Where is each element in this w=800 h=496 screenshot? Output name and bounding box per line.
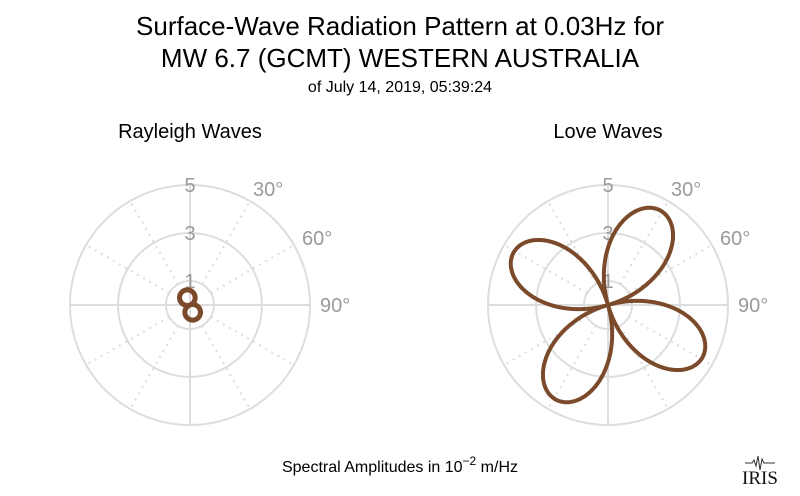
radial-tick-label: 5 xyxy=(602,175,613,197)
footer-units: Spectral Amplitudes in 10−2 m/Hz xyxy=(282,454,518,476)
radial-tick-label: 1 xyxy=(602,271,613,293)
spoke-60 xyxy=(628,244,713,294)
angle-tick-label: 30° xyxy=(253,179,283,201)
rayleigh-polar-plot: Rayleigh Waves 1 3 5 30° 60° 90° xyxy=(69,121,350,426)
love-polar-plot: Love Waves 1 3 5 30° 60° 90° xyxy=(487,121,768,426)
iris-logo: IRIS xyxy=(742,455,778,489)
ring-1 xyxy=(583,280,633,330)
ring-3 xyxy=(535,232,681,378)
radial-tick-label: 5 xyxy=(184,175,195,197)
plot-title: Love Waves xyxy=(553,121,662,143)
radial-tick-label: 3 xyxy=(184,223,195,245)
angle-tick-label: 60° xyxy=(720,228,750,250)
spoke-150 xyxy=(619,325,669,410)
ring-5 xyxy=(69,184,311,426)
radiation-pattern-curve xyxy=(177,287,203,323)
spoke-210 xyxy=(547,325,597,410)
radiation-pattern-curve xyxy=(508,205,708,405)
spoke-120 xyxy=(210,316,295,366)
title-line-2: MW 6.7 (GCMT) WESTERN AUSTRALIA xyxy=(161,43,640,73)
spoke-210 xyxy=(129,325,179,410)
spoke-300 xyxy=(85,244,170,294)
angle-tick-label: 90° xyxy=(738,295,768,317)
radial-tick-label: 3 xyxy=(602,223,613,245)
angle-tick-label: 30° xyxy=(671,179,701,201)
spoke-240 xyxy=(503,316,588,366)
spoke-330 xyxy=(547,200,597,285)
spoke-30 xyxy=(201,200,251,285)
plot-title: Rayleigh Waves xyxy=(118,121,262,143)
spoke-120 xyxy=(628,316,713,366)
spoke-150 xyxy=(201,325,251,410)
angle-tick-label: 60° xyxy=(302,228,332,250)
spoke-330 xyxy=(129,200,179,285)
spoke-300 xyxy=(503,244,588,294)
svg-text:IRIS: IRIS xyxy=(742,468,778,489)
spoke-30 xyxy=(619,200,669,285)
angle-tick-label: 90° xyxy=(320,295,350,317)
spoke-240 xyxy=(85,316,170,366)
subtitle: of July 14, 2019, 05:39:24 xyxy=(308,79,492,96)
ring-1 xyxy=(165,280,215,330)
ring-5 xyxy=(487,184,729,426)
spoke-60 xyxy=(210,244,295,294)
title-line-1: Surface-Wave Radiation Pattern at 0.03Hz… xyxy=(136,11,664,41)
radial-tick-label: 1 xyxy=(184,271,195,293)
ring-3 xyxy=(117,232,263,378)
